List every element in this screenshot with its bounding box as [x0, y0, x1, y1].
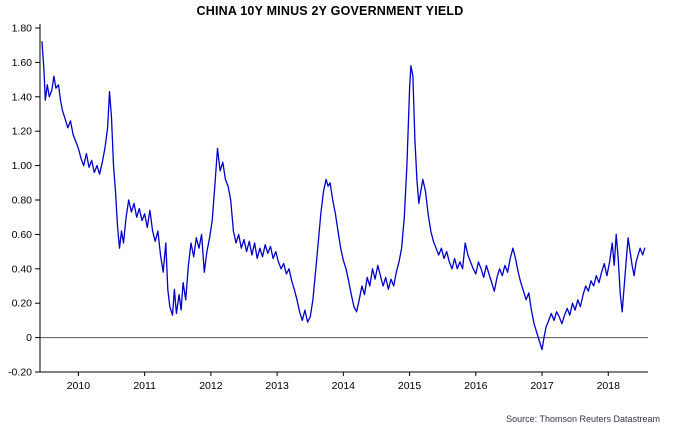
yield-spread-line — [41, 41, 646, 351]
y-tick-label: 1.80 — [12, 23, 33, 35]
chart-title: CHINA 10Y MINUS 2Y GOVERNMENT YIELD — [196, 4, 464, 18]
y-tick-label: 0 — [26, 332, 32, 344]
axes — [35, 24, 648, 376]
x-tick-label: 2015 — [398, 380, 422, 392]
y-tick-label: 0.60 — [12, 229, 33, 241]
y-tick-label: 0.20 — [12, 298, 33, 310]
x-tick-label: 2011 — [133, 380, 156, 392]
x-tick-label: 2010 — [67, 380, 91, 392]
y-tick-label: 1.00 — [12, 160, 33, 172]
y-tick-label: 1.20 — [12, 126, 33, 138]
x-tick-label: 2013 — [265, 380, 289, 392]
series-lines — [41, 41, 646, 351]
x-tick-label: 2012 — [199, 380, 223, 392]
y-tick-label: 0.40 — [12, 263, 33, 275]
y-tick-label: 1.40 — [12, 91, 33, 103]
x-tick-label: 2014 — [332, 380, 356, 392]
x-tick-label: 2016 — [464, 380, 488, 392]
x-tick-label: 2017 — [530, 380, 554, 392]
y-tick-label: 0.80 — [12, 195, 33, 207]
y-tick-label: 1.60 — [12, 57, 33, 69]
tick-labels: 1.80 1.60 1.40 1.20 1.00 0.80 0.60 0.40 0.20 0 -0.… — [8, 23, 620, 393]
line-chart: 1.80 1.60 1.40 1.20 1.00 0.80 0.60 0.40 0.20 0 -0.… — [8, 23, 648, 393]
y-tick-label: -0.20 — [8, 367, 32, 379]
source-caption: Source: Thomson Reuters Datastream — [506, 414, 660, 424]
x-tick-label: 2018 — [597, 380, 621, 392]
